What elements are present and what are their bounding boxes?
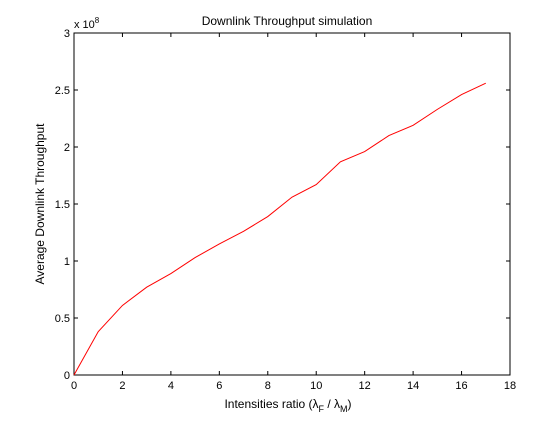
x-tick-label: 14 [407, 380, 419, 392]
y-exponent-base: x 10 [74, 19, 95, 31]
x-label-prefix: Intensities ratio ( [224, 397, 312, 411]
x-tick-label: 10 [310, 380, 322, 392]
series-line-0 [73, 82, 486, 376]
axes-box [73, 32, 511, 376]
x-label-lambda-f: λ [313, 397, 319, 411]
x-tick-label: 6 [216, 380, 222, 392]
x-tick-label: 12 [359, 380, 371, 392]
y-tick-label: 0.5 [55, 313, 70, 325]
x-tick-label: 18 [504, 380, 516, 392]
x-tick-label: 0 [71, 380, 77, 392]
x-label-sub-m: M [340, 404, 348, 414]
x-tick-label: 2 [119, 380, 125, 392]
chart-title: Downlink Throughput simulation [202, 14, 373, 28]
y-tick-label: 2.5 [55, 85, 70, 97]
y-tick-label: 2 [64, 142, 70, 154]
svg-text:x 108: x 108 [74, 16, 100, 31]
series-layer [73, 82, 486, 376]
x-tick-label: 16 [455, 380, 467, 392]
x-tick-label: 8 [265, 380, 271, 392]
y-axis-label: Average Downlink Throughput [33, 123, 47, 285]
x-tick-label: 4 [168, 380, 174, 392]
y-tick-label: 1 [64, 256, 70, 268]
y-exponent-power: 8 [95, 16, 100, 25]
x-label-suffix: ) [348, 397, 352, 411]
y-axis-exponent: x 108 [74, 16, 100, 31]
y-tick-label: 1.5 [55, 199, 70, 211]
y-axis-ticks: 0 0.5 1 1.5 2 2.5 3 [55, 28, 510, 382]
x-label-lambda-m: λ [334, 397, 340, 411]
y-tick-label: 0 [64, 370, 70, 382]
y-tick-label: 3 [64, 28, 70, 40]
x-axis-label: Intensities ratio (λF / λM) [224, 397, 351, 414]
x-label-sub-f: F [319, 404, 325, 414]
x-axis-ticks: 0 2 4 6 8 10 12 14 16 18 [71, 33, 516, 392]
x-label-slash: / [324, 397, 334, 411]
